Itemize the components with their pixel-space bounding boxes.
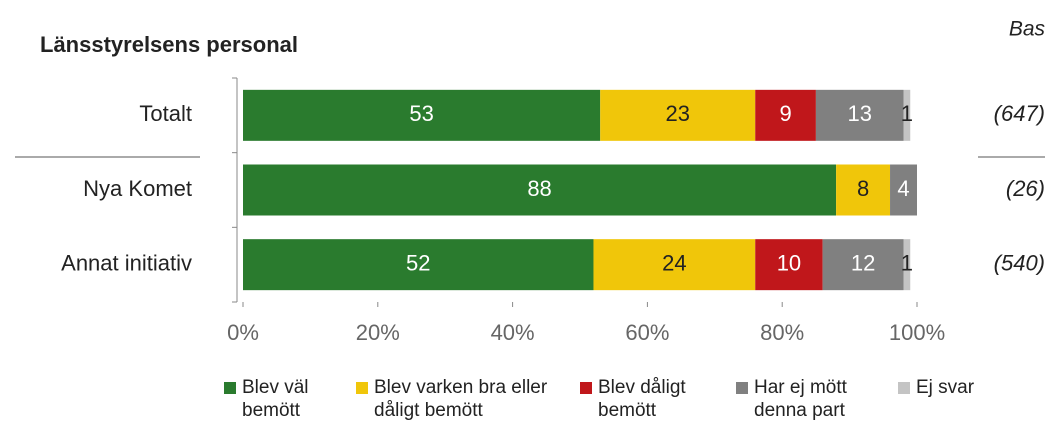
- legend-item: Ej svar: [898, 376, 976, 399]
- legend: Blev väl bemött Blev varken bra eller dål…: [0, 376, 1062, 431]
- data-label: 10: [777, 250, 801, 275]
- bar-segment: [903, 239, 911, 291]
- legend-swatch: [224, 382, 236, 394]
- bar-segment: [822, 239, 904, 291]
- legend-item: Blev väl bemött: [224, 376, 342, 422]
- bar-segment: [593, 239, 756, 291]
- base-label: (26): [1006, 176, 1045, 201]
- base-header: Bas: [1009, 18, 1046, 41]
- legend-label: Blev dåligt bemött: [598, 377, 686, 421]
- bar-segment: [243, 164, 837, 216]
- base-label: (540): [994, 250, 1045, 275]
- legend-swatch: [898, 382, 910, 394]
- data-label: 9: [779, 101, 791, 126]
- x-tick-label: 60%: [625, 320, 669, 345]
- legend-item: Blev dåligt bemött: [580, 376, 723, 422]
- category-label: Totalt: [139, 101, 192, 126]
- data-label: 13: [847, 101, 871, 126]
- bar-segment: [815, 89, 904, 141]
- data-label: 52: [406, 250, 430, 275]
- data-label: 88: [527, 176, 551, 201]
- legend-swatch: [356, 382, 368, 394]
- data-label: 24: [662, 250, 686, 275]
- legend-item: Blev varken bra eller dåligt bemött: [356, 376, 574, 422]
- legend-swatch: [580, 382, 592, 394]
- data-label: 4: [897, 176, 909, 201]
- legend-label: Blev varken bra eller dåligt bemött: [374, 377, 548, 421]
- legend-label: Har ej mött denna part: [754, 377, 847, 421]
- data-label: 23: [665, 101, 689, 126]
- data-label: 53: [409, 101, 433, 126]
- bar-segment: [890, 164, 917, 216]
- x-tick-label: 40%: [491, 320, 535, 345]
- base-label: (647): [994, 101, 1045, 126]
- bar-segment: [600, 89, 756, 141]
- bar-segment: [243, 89, 601, 141]
- data-label: 12: [851, 250, 875, 275]
- data-label: 1: [901, 101, 913, 126]
- x-tick-label: 80%: [760, 320, 804, 345]
- data-label: 8: [857, 176, 869, 201]
- category-label: Annat initiativ: [61, 250, 192, 275]
- legend-label: Ej svar: [916, 377, 975, 398]
- bar-segment: [755, 89, 816, 141]
- x-tick-label: 0%: [227, 320, 259, 345]
- x-tick-label: 100%: [889, 320, 945, 345]
- bar-segment: [755, 239, 823, 291]
- bar-segment: [903, 89, 911, 141]
- x-tick-label: 20%: [356, 320, 400, 345]
- category-label: Nya Komet: [83, 176, 192, 201]
- data-label: 1: [901, 250, 913, 275]
- bar-segment: [836, 164, 891, 216]
- chart: Länsstyrelsens personal Bas 0% 20% 40% 60% 8…: [15, 18, 1046, 345]
- chart-title: Länsstyrelsens personal: [40, 32, 298, 57]
- legend-item: Har ej mött denna part: [736, 376, 889, 422]
- legend-swatch: [736, 382, 748, 394]
- legend-label: Blev väl bemött: [242, 377, 309, 421]
- bar-segment: [243, 239, 594, 291]
